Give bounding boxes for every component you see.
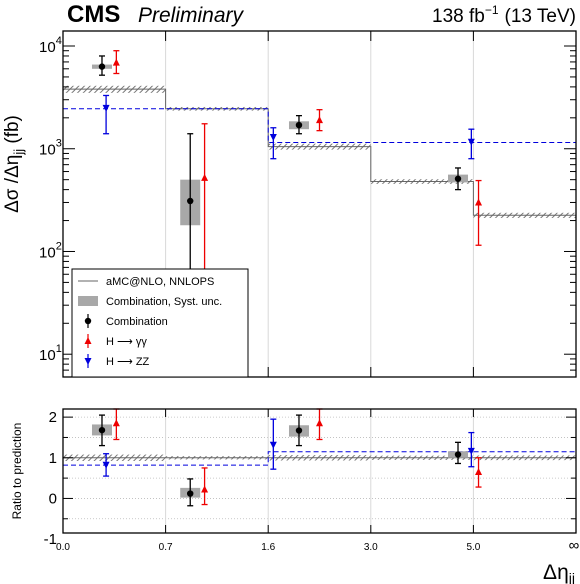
x-tick-label: 1.6 xyxy=(261,542,275,553)
main-point xyxy=(112,58,120,66)
y-tick-label: 104 xyxy=(39,35,62,56)
lumi-sup: −1 xyxy=(485,3,499,17)
legend-label: aMC@NLO, NNLOPS xyxy=(106,276,214,288)
lumi-label: 138 fb−1 (13 TeV) xyxy=(432,3,576,27)
x-tick-label: 3.0 xyxy=(364,542,378,553)
ratio-y-tick-label: 1 xyxy=(49,450,57,467)
y-tick-base: 10 xyxy=(39,142,56,159)
y-axis-label-sub: jj xyxy=(11,149,26,156)
ratio-y-tick-label: 2 xyxy=(49,409,57,426)
ratio-frame xyxy=(62,408,577,534)
ratio-point xyxy=(475,468,483,476)
y-tick-label: 102 xyxy=(39,240,62,261)
ratio-y-tick-label: 0 xyxy=(49,490,57,507)
legend-label: Combination xyxy=(106,316,168,328)
x-tick-label: 5.0 xyxy=(466,542,480,553)
legend-label: Combination, Syst. unc. xyxy=(106,296,222,308)
x-axis-label-sub: jj xyxy=(568,570,575,584)
ratio-y-axis-label: Ratio to prediction xyxy=(10,423,24,520)
ratio-point xyxy=(467,447,475,455)
y-tick-exponent: 1 xyxy=(56,343,62,355)
ratio-hzz-prediction-line xyxy=(63,451,576,466)
main-point xyxy=(467,138,475,146)
ratio-panel: -1 0 1 2 Ratio to prediction 0.0 0.7 1.6 3.0 5.0 ∞… xyxy=(10,408,580,584)
preliminary-label: Preliminary xyxy=(138,4,245,27)
main-point xyxy=(98,63,106,70)
main-point xyxy=(475,198,483,206)
x-axis-label-main: Δη xyxy=(543,561,569,584)
ratio-point xyxy=(187,490,194,497)
y-tick-base: 10 xyxy=(39,39,56,56)
ratio-y-tick-label: -1 xyxy=(44,531,57,548)
legend-label: H ⟶ ZZ xyxy=(106,356,150,368)
prediction-line xyxy=(63,88,576,216)
y-axis-label-main: Δσ /Δη xyxy=(2,155,23,213)
legend-box xyxy=(71,268,249,378)
y-tick-exponent: 3 xyxy=(56,138,62,150)
ratio-point xyxy=(102,461,110,469)
legend-swatch-marker xyxy=(84,337,92,344)
ratio-point xyxy=(295,427,303,434)
y-tick-base: 10 xyxy=(39,244,56,261)
y-tick-exponent: 2 xyxy=(56,240,62,252)
legend-label: H ⟶ γγ xyxy=(106,336,147,348)
y-axis-label: Δσ /Δηjj (fb) xyxy=(2,115,26,213)
x-tick-label: 0.7 xyxy=(159,542,173,553)
lumi-value: 138 fb xyxy=(432,6,485,27)
legend-swatch-marker xyxy=(84,358,92,365)
y-tick-label: 101 xyxy=(39,343,62,364)
legend-swatch-marker xyxy=(84,317,92,325)
y-tick-label: 103 xyxy=(39,138,62,159)
x-tick-label: 0.0 xyxy=(56,542,70,553)
ratio-point xyxy=(98,426,106,434)
main-point xyxy=(269,134,277,142)
cms-label: CMS xyxy=(67,1,120,28)
y-axis-label-unit: (fb) xyxy=(2,115,23,149)
x-axis-label: Δηjj xyxy=(543,561,575,584)
main-point xyxy=(454,175,462,182)
main-frame xyxy=(62,30,577,378)
main-point xyxy=(102,104,110,112)
y-tick-base: 10 xyxy=(39,347,56,364)
energy-value: (13 TeV) xyxy=(505,6,576,27)
main-point xyxy=(187,197,194,205)
legend-swatch-box xyxy=(78,296,98,306)
main-point xyxy=(316,116,323,124)
ratio-point xyxy=(454,451,462,458)
hzz-prediction-line xyxy=(63,108,576,144)
ratio-point xyxy=(269,441,277,449)
ratio-point xyxy=(201,485,209,493)
main-point xyxy=(295,121,303,129)
x-tick-label: ∞ xyxy=(569,537,580,554)
ratio-point xyxy=(112,419,120,427)
ratio-point xyxy=(316,419,323,427)
y-tick-exponent: 4 xyxy=(56,35,62,47)
main-point xyxy=(201,173,209,181)
